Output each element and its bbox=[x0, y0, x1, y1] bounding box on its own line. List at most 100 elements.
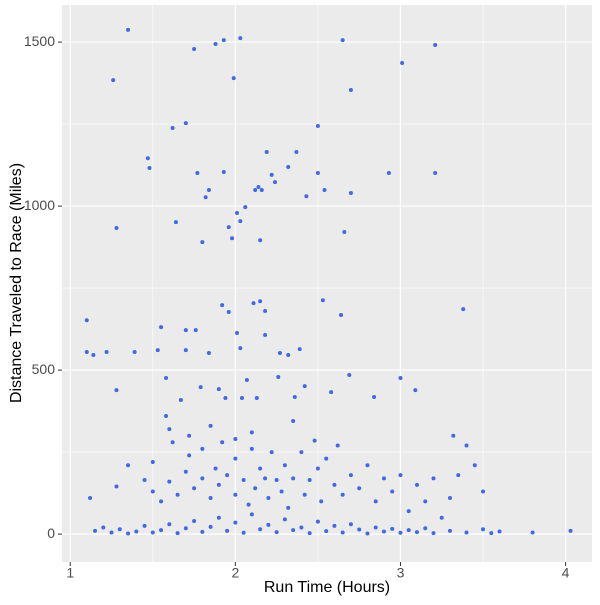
point bbox=[235, 331, 240, 336]
point bbox=[448, 528, 453, 533]
point bbox=[294, 149, 299, 154]
point bbox=[241, 530, 246, 535]
point bbox=[200, 446, 205, 451]
point bbox=[431, 531, 436, 536]
point bbox=[332, 482, 337, 487]
point bbox=[253, 486, 258, 491]
point bbox=[175, 531, 180, 536]
point bbox=[91, 353, 96, 358]
point bbox=[167, 522, 172, 527]
point bbox=[132, 350, 137, 355]
point bbox=[233, 456, 238, 461]
point bbox=[357, 486, 362, 491]
point bbox=[312, 438, 317, 443]
point bbox=[104, 350, 109, 355]
point bbox=[114, 388, 119, 393]
point bbox=[101, 525, 106, 530]
point bbox=[198, 385, 203, 390]
point bbox=[183, 328, 188, 333]
point bbox=[253, 188, 258, 193]
point bbox=[226, 310, 231, 315]
point bbox=[126, 531, 131, 536]
point bbox=[329, 390, 334, 395]
point bbox=[302, 492, 307, 497]
point bbox=[279, 489, 284, 494]
point bbox=[373, 499, 378, 504]
point bbox=[256, 185, 261, 190]
point bbox=[414, 482, 419, 487]
point bbox=[258, 299, 263, 304]
point bbox=[297, 347, 302, 352]
point bbox=[221, 169, 226, 174]
point bbox=[164, 375, 169, 380]
point bbox=[332, 523, 337, 528]
point bbox=[223, 395, 228, 400]
point bbox=[464, 530, 469, 535]
point bbox=[221, 38, 226, 43]
point bbox=[88, 496, 93, 501]
point bbox=[272, 180, 277, 185]
point bbox=[155, 348, 160, 353]
point bbox=[390, 489, 395, 494]
point bbox=[241, 477, 246, 482]
point bbox=[365, 463, 370, 468]
point bbox=[208, 423, 213, 428]
x-tick-label: 4 bbox=[562, 565, 570, 581]
point bbox=[348, 87, 353, 92]
point bbox=[233, 436, 238, 441]
point bbox=[414, 530, 419, 535]
point bbox=[238, 36, 243, 41]
point bbox=[244, 377, 249, 382]
point bbox=[117, 527, 122, 532]
point bbox=[183, 469, 188, 474]
point bbox=[264, 149, 269, 154]
point bbox=[230, 236, 235, 241]
point bbox=[193, 328, 198, 333]
point bbox=[292, 394, 297, 399]
panel bbox=[62, 5, 592, 562]
point bbox=[302, 384, 307, 389]
point bbox=[433, 170, 438, 175]
point bbox=[307, 531, 312, 536]
point bbox=[238, 346, 243, 351]
point bbox=[134, 529, 139, 534]
point bbox=[342, 229, 347, 234]
point bbox=[266, 522, 271, 527]
y-tick-label: 0 bbox=[47, 525, 55, 541]
point bbox=[200, 529, 205, 534]
point bbox=[259, 188, 264, 193]
point bbox=[304, 194, 309, 199]
point bbox=[243, 205, 248, 210]
point bbox=[406, 528, 411, 533]
point bbox=[147, 166, 152, 171]
point bbox=[192, 46, 197, 51]
point bbox=[348, 522, 353, 527]
point bbox=[413, 388, 418, 393]
point bbox=[398, 530, 403, 535]
point bbox=[84, 318, 89, 323]
point bbox=[274, 530, 279, 535]
point bbox=[324, 529, 329, 534]
point bbox=[226, 225, 231, 230]
point bbox=[170, 440, 175, 445]
point bbox=[173, 220, 178, 225]
point bbox=[178, 397, 183, 402]
point bbox=[324, 456, 329, 461]
point bbox=[381, 476, 386, 481]
point bbox=[200, 476, 205, 481]
point bbox=[84, 350, 89, 355]
point bbox=[299, 450, 304, 455]
point bbox=[286, 353, 291, 358]
point bbox=[461, 307, 466, 312]
point bbox=[365, 531, 370, 536]
point bbox=[448, 496, 453, 501]
point bbox=[291, 528, 296, 533]
point bbox=[111, 78, 116, 83]
point bbox=[530, 530, 535, 535]
point bbox=[183, 526, 188, 531]
point bbox=[114, 484, 119, 489]
point bbox=[291, 418, 296, 423]
point bbox=[340, 492, 345, 497]
point bbox=[315, 466, 320, 471]
